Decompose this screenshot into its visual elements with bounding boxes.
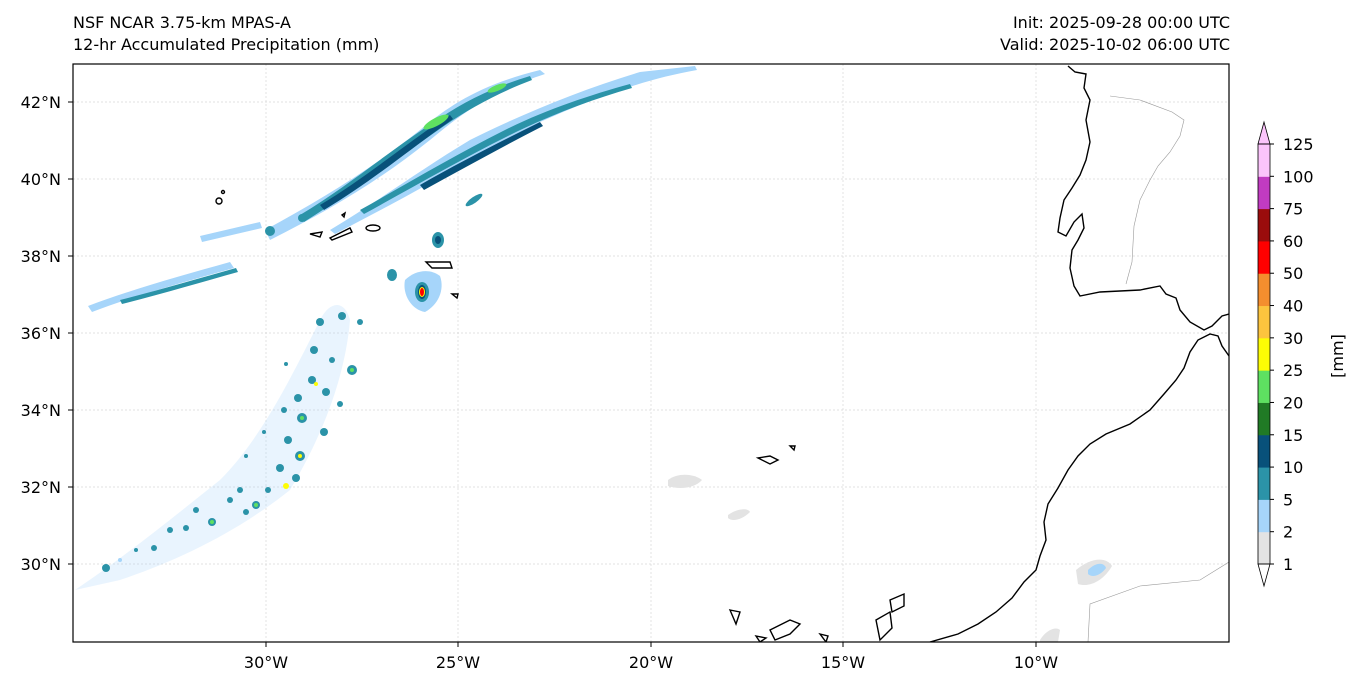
country-border-portugal-spain — [1109, 95, 1185, 285]
field-title: 12-hr Accumulated Precipitation (mm) — [73, 35, 380, 54]
coastline — [929, 65, 1229, 642]
colorbar-tick-label: 125 — [1283, 135, 1314, 154]
colorbar-segment — [1258, 402, 1270, 436]
precip-convective-streak — [75, 305, 363, 590]
country-border-morocco — [1087, 561, 1229, 642]
colorbar-tick-label: 60 — [1283, 232, 1303, 251]
lat-label: 40°N — [21, 170, 61, 189]
lon-label: 20°W — [629, 653, 673, 672]
colorbar-extend-min — [1257, 563, 1271, 588]
colorbar-tick-label: 2 — [1283, 523, 1293, 542]
colorbar-tick-label: 25 — [1283, 361, 1303, 380]
lon-label: 10°W — [1014, 653, 1058, 672]
colorbar-segment — [1258, 434, 1270, 468]
colorbar-segment — [1258, 144, 1270, 177]
colorbar-outline — [1257, 143, 1271, 565]
colorbar-segment — [1258, 337, 1270, 371]
colorbar-tick-label: 30 — [1283, 329, 1303, 348]
init-time: Init: 2025-09-28 00:00 UTC — [1012, 13, 1230, 32]
lon-label: 15°W — [821, 653, 865, 672]
colorbar-segment — [1258, 531, 1270, 565]
lat-label: 34°N — [21, 401, 61, 420]
precip-cells-azores — [387, 232, 444, 312]
lat-label: 38°N — [21, 247, 61, 266]
graticule — [73, 64, 1229, 642]
colorbar-tick-label: 75 — [1283, 200, 1303, 219]
colorbar-label: [mm] — [1328, 334, 1347, 378]
precip-light-blue-patch — [1088, 563, 1106, 576]
lat-label: 32°N — [21, 478, 61, 497]
colorbar-tick-label: 10 — [1283, 458, 1303, 477]
colorbar-segment — [1258, 370, 1270, 403]
valid-time: Valid: 2025-10-02 06:00 UTC — [999, 35, 1230, 54]
colorbar-tick-label: 50 — [1283, 264, 1303, 283]
colorbar-tick-label: 1 — [1283, 555, 1293, 574]
colorbar-segment — [1258, 499, 1270, 533]
colorbar-tick-label: 15 — [1283, 426, 1303, 445]
lon-label: 30°W — [244, 653, 288, 672]
colorbar-tick-label: 40 — [1283, 297, 1303, 316]
lat-label: 30°N — [21, 555, 61, 574]
colorbar-segment — [1258, 176, 1270, 210]
lat-label: 36°N — [21, 324, 61, 343]
colorbar-extend-max — [1257, 120, 1271, 145]
colorbar-segment — [1258, 240, 1270, 274]
colorbar-segment — [1258, 208, 1270, 242]
model-title: NSF NCAR 3.75-km MPAS-A — [73, 13, 291, 32]
colorbar-tick-label: 20 — [1283, 393, 1303, 412]
lon-label: 25°W — [436, 653, 480, 672]
colorbar-segment — [1258, 467, 1270, 500]
precip-band-north — [88, 66, 697, 312]
lat-label: 42°N — [21, 93, 61, 112]
islands — [215, 189, 905, 642]
colorbar-segment — [1258, 305, 1270, 339]
colorbar-segment — [1258, 273, 1270, 307]
colorbar-tick-label: 100 — [1283, 167, 1314, 186]
colorbar-tick-label: 5 — [1283, 490, 1293, 509]
axis-ticks — [68, 101, 1037, 647]
